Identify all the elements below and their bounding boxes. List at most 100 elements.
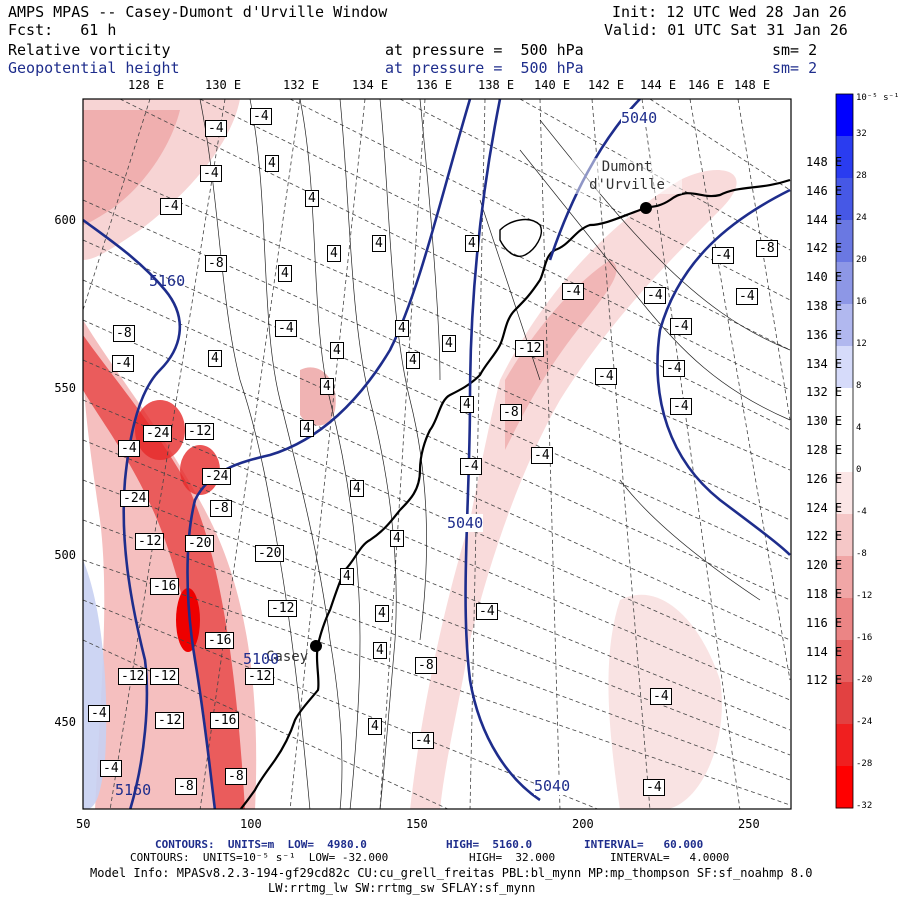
right-lon-label: 134 E [806,356,843,371]
vorticity-label: -4 [205,120,227,137]
colorbar-swatch [836,640,853,683]
negative-vorticity-coastal-core [505,260,617,450]
vorticity-label: 4 [395,320,409,337]
positive-vorticity-west [83,560,107,809]
vorticity-label: -8 [175,778,197,795]
right-lon-label: 126 E [806,471,843,486]
field2-smoothing: sm= 2 [772,59,818,77]
colorbar-swatch [836,346,853,389]
footer-height-high: HIGH= 5160.0 [446,838,533,851]
top-lon-label: 148 E [734,78,771,92]
vorticity-label: 4 [368,718,382,735]
vorticity-label: -4 [712,247,734,264]
right-lon-label: 118 E [806,587,843,601]
colorbar-swatch [836,514,853,557]
vorticity-label: 4 [465,235,479,252]
colorbar-label: -20 [856,675,873,685]
top-lon-label: 134 E [352,78,389,92]
negative-vorticity-northwest-core [83,110,180,225]
station-label-casey: Casey [266,649,309,665]
colorbar-swatch [836,178,853,221]
height-contour-5040 [464,99,541,802]
vorticity-label: -4 [275,320,297,337]
coastline [239,178,791,809]
right-lon-label: 130 E [806,414,843,429]
vorticity-label: -4 [250,108,272,125]
colorbar-label: -16 [856,633,873,643]
colorbar-label: 28 [856,171,867,181]
colorbar-swatch [836,262,853,305]
vorticity-label: -4 [644,287,666,304]
vorticity-label: 4 [208,350,222,367]
vorticity-label: 4 [330,342,344,359]
top-lon-label: 132 E [283,78,320,92]
vorticity-label: -12 [118,668,148,685]
vorticity-label: 4 [373,642,387,659]
footer-height-interval: INTERVAL= 60.000 [584,838,704,851]
vorticity-label: -8 [205,255,227,272]
vorticity-label: 4 [327,245,341,262]
colorbar-frame [835,93,854,809]
right-lon-label: 146 E [806,183,843,198]
right-lon-label: 132 E [806,385,843,400]
vorticity-label: -8 [500,404,522,421]
vorticity-label: -8 [225,768,247,785]
right-lon-label: 142 E [806,241,843,256]
station-marker-casey[interactable] [310,640,322,652]
vorticity-label: -12 [135,533,165,550]
vorticity-label: -16 [205,632,235,649]
footer-model-info: Model Info: MPASv8.2.3-194-gf29cd82c CU:… [90,866,813,880]
colorbar-swatch [836,598,853,641]
right-lon-label: 144 E [806,212,843,227]
vorticity-label: -24 [120,490,150,507]
colorbar-label: 8 [856,381,862,391]
vorticity-label: -4 [112,355,134,372]
vorticity-label: 4 [442,335,456,352]
colorbar-unit: 10⁻⁵ s⁻¹ [856,93,900,103]
top-lon-label: 136 E [416,78,453,92]
vorticity-label: -4 [476,603,498,620]
y-tick-label: 500 [54,548,76,562]
vorticity-label: -4 [531,447,553,464]
footer-vort-contours: CONTOURS: UNITS=10⁻⁵ s⁻¹ LOW= -32.000 [130,851,389,864]
height-label: 5040 [534,777,571,795]
plot-frame [82,98,792,810]
vorticity-label: -4 [100,760,122,777]
vorticity-label: -4 [663,360,685,377]
station-marker-dumont[interactable] [640,202,652,214]
field1-smoothing: sm= 2 [772,41,818,59]
top-lon-label: 138 E [478,78,515,92]
y-tick-label: 550 [54,381,76,395]
x-tick-label: 200 [572,817,594,831]
right-lon-label: 124 E [806,500,843,515]
colorbar-swatch [836,136,853,179]
vorticity-label: -4 [160,198,182,215]
right-lon-label: 114 E [806,644,843,659]
height-label: 5160 [149,272,186,290]
field1-name: Relative vorticity [8,41,171,59]
colorbar-swatch [836,388,853,431]
vorticity-label: 4 [372,235,386,252]
top-lon-label: 146 E [688,78,725,92]
vorticity-label: -12 [155,712,185,729]
vorticity-label: -4 [200,165,222,182]
colorbar-swatch [836,430,853,473]
vorticity-label: -16 [150,578,180,595]
vorticity-label: -12 [245,668,275,685]
vorticity-label: -4 [88,705,110,722]
field2-level: at pressure = 500 hPa [385,59,584,77]
vorticity-label: 4 [390,530,404,547]
vorticity-label: -24 [202,468,232,485]
colorbar-label: 0 [856,465,862,475]
height-label: 5160 [115,781,152,799]
colorbar-swatch [836,682,853,725]
right-lon-label: 116 E [806,615,843,630]
vorticity-contours [199,99,791,809]
right-lon-label: 128 E [806,443,843,457]
right-lon-label: 140 E [806,270,843,285]
vorticity-max [176,588,200,652]
vorticity-label: -12 [268,600,298,617]
x-tick-label: 150 [406,817,428,831]
vorticity-label: -8 [756,240,778,257]
vorticity-label: -4 [670,318,692,335]
